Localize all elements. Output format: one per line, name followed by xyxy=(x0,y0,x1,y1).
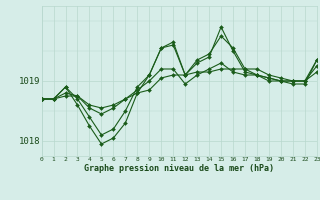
X-axis label: Graphe pression niveau de la mer (hPa): Graphe pression niveau de la mer (hPa) xyxy=(84,164,274,173)
